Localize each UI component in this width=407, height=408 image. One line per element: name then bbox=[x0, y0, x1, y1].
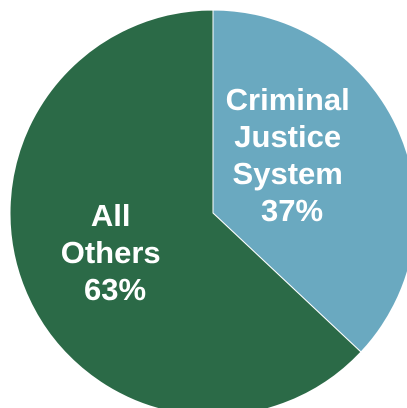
pie-slice-criminal-justice-system bbox=[212, 9, 407, 353]
slice-label-all-others: All Others 63% bbox=[61, 198, 170, 307]
pie-slice-all-others bbox=[9, 9, 362, 408]
slice-label-criminal-justice-system: Criminal Justice System 37% bbox=[226, 82, 359, 228]
